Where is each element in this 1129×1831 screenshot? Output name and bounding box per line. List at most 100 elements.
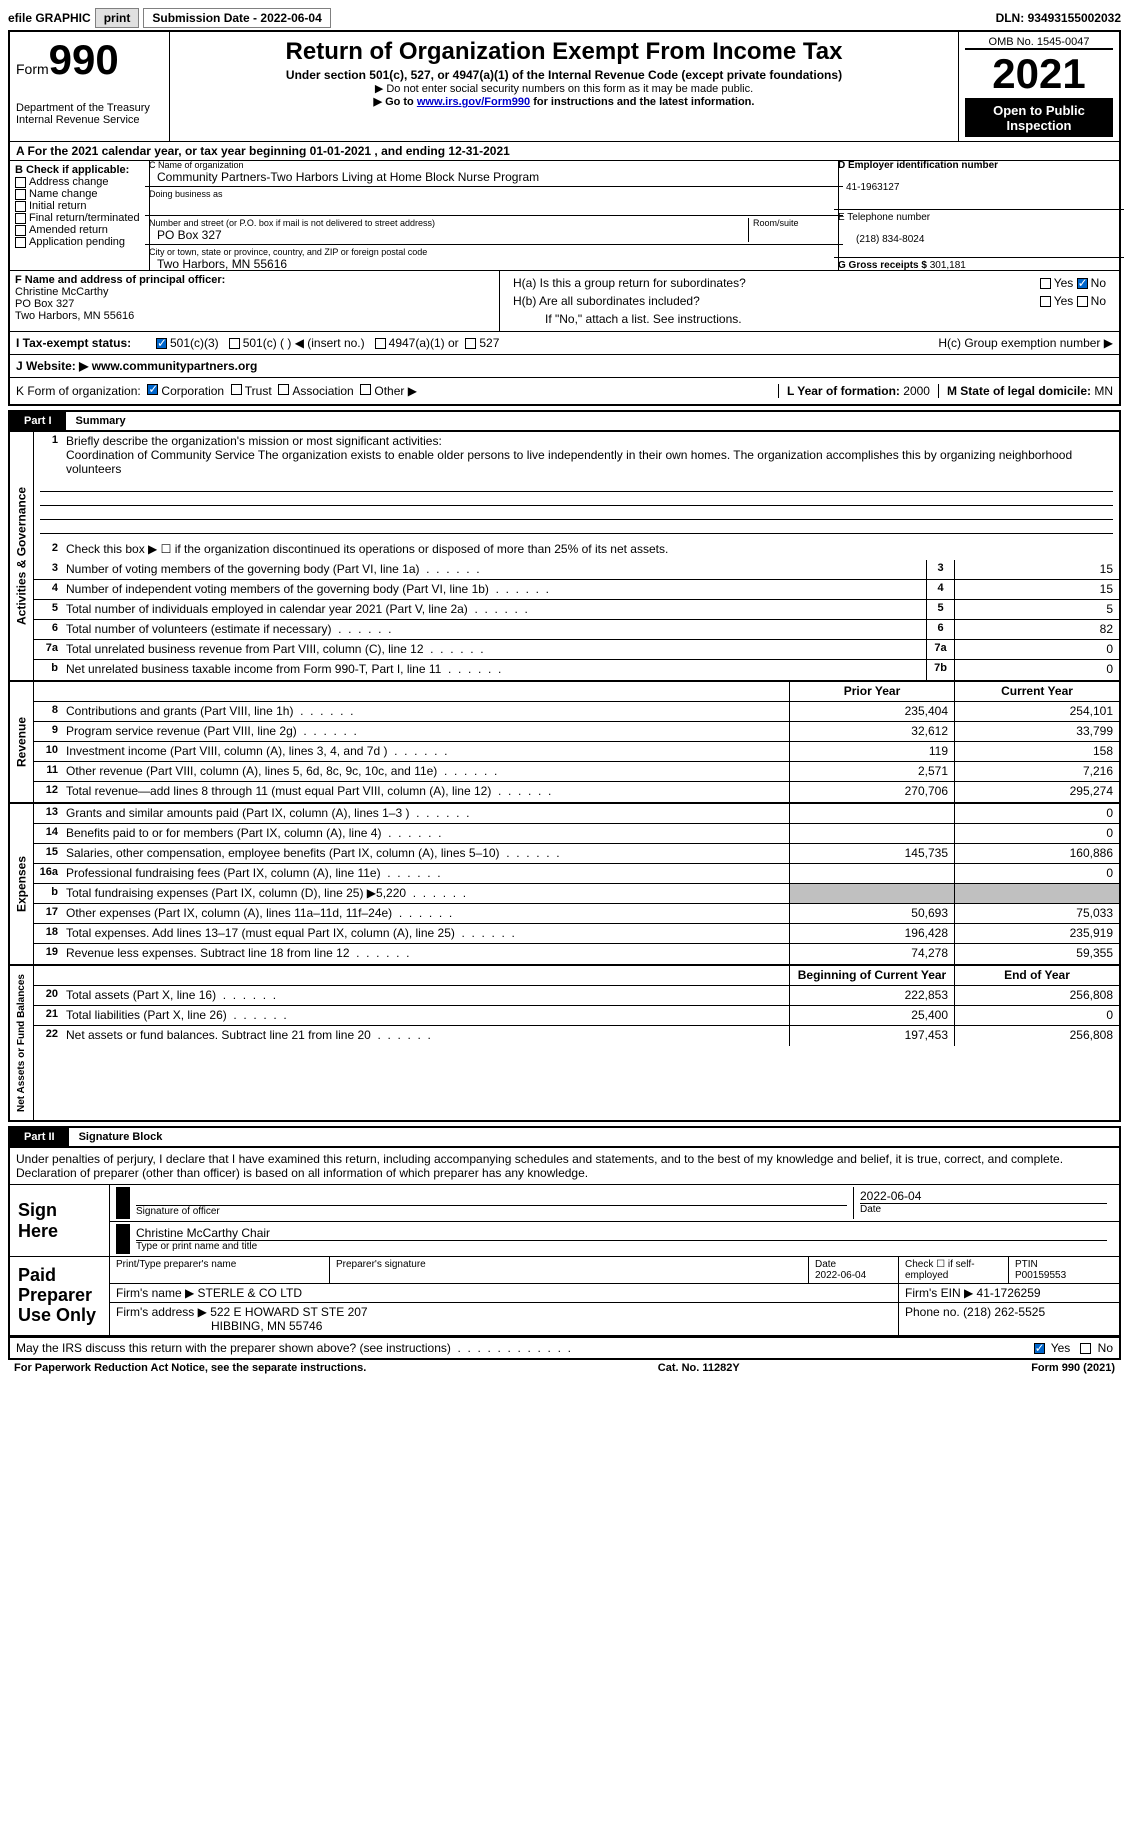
dept-treasury: Department of the Treasury Internal Reve…	[16, 102, 163, 126]
paperwork-notice: For Paperwork Reduction Act Notice, see …	[14, 1362, 366, 1374]
form-title: Return of Organization Exempt From Incom…	[176, 38, 952, 66]
summary-line: 18Total expenses. Add lines 13–17 (must …	[34, 924, 1119, 944]
part1-header: Part I Summary	[8, 410, 1121, 432]
mission-text: Coordination of Community Service The or…	[66, 448, 1072, 476]
k-label: K Form of organization:	[16, 384, 141, 398]
city-label: City or town, state or province, country…	[149, 247, 839, 257]
part2-num: Part II	[10, 1128, 69, 1146]
phone-value: (218) 834-8024	[838, 234, 924, 245]
vert-netassets: Net Assets or Fund Balances	[10, 966, 34, 1120]
summary-line: 14Benefits paid to or for members (Part …	[34, 824, 1119, 844]
firm-address: 522 E HOWARD ST STE 207	[210, 1305, 367, 1319]
chk-association[interactable]	[278, 384, 289, 395]
summary-line: 19Revenue less expenses. Subtract line 1…	[34, 944, 1119, 964]
dln: DLN: 93493155002032	[996, 11, 1121, 25]
col-prior: Prior Year	[789, 682, 954, 701]
chk-hb-no[interactable]	[1077, 296, 1088, 307]
ha-label: H(a) Is this a group return for subordin…	[513, 276, 746, 290]
street-address: PO Box 327	[149, 228, 744, 242]
vert-revenue: Revenue	[10, 682, 34, 802]
summary-line: 16aProfessional fundraising fees (Part I…	[34, 864, 1119, 884]
chk-address-change[interactable]	[15, 177, 26, 188]
perjury-declaration: Under penalties of perjury, I declare th…	[10, 1148, 1119, 1185]
firm-ein: 41-1726259	[977, 1286, 1041, 1300]
part2-header: Part II Signature Block	[8, 1126, 1121, 1148]
summary-line: 11Other revenue (Part VIII, column (A), …	[34, 762, 1119, 782]
toolbar: efile GRAPHIC print Submission Date - 20…	[8, 8, 1121, 28]
catalog-number: Cat. No. 11282Y	[658, 1362, 740, 1374]
tax-year: 2021	[965, 49, 1113, 99]
part2-title: Signature Block	[69, 1128, 1119, 1146]
summary-line: 13Grants and similar amounts paid (Part …	[34, 804, 1119, 824]
officer-name-title: Christine McCarthy Chair	[136, 1226, 1107, 1240]
col-current: Current Year	[954, 682, 1119, 701]
line2-text: Check this box ▶ ☐ if the organization d…	[62, 540, 1119, 560]
org-name: Community Partners-Two Harbors Living at…	[149, 170, 839, 184]
form-word: Form	[16, 61, 49, 77]
form-number: 990	[49, 36, 119, 83]
firm-city: HIBBING, MN 55746	[116, 1319, 322, 1333]
chk-ha-no[interactable]	[1077, 278, 1088, 289]
summary-line: 17Other expenses (Part IX, column (A), l…	[34, 904, 1119, 924]
chk-app-pending[interactable]	[15, 237, 26, 248]
chk-name-change[interactable]	[15, 189, 26, 200]
vert-activities: Activities & Governance	[10, 432, 34, 680]
chk-4947[interactable]	[375, 338, 386, 349]
chk-ha-yes[interactable]	[1040, 278, 1051, 289]
dba-label: Doing business as	[149, 189, 839, 199]
website-url: www.communitypartners.org	[92, 359, 258, 373]
row-k-org-form: K Form of organization: Corporation Trus…	[8, 377, 1121, 406]
summary-line: 22Net assets or fund balances. Subtract …	[34, 1026, 1119, 1046]
summary-line: 5Total number of individuals employed in…	[34, 600, 1119, 620]
row-i-tax-status: I Tax-exempt status: 501(c)(3) 501(c) ( …	[8, 331, 1121, 354]
sig-date: 2022-06-04	[860, 1189, 1107, 1203]
chk-hb-yes[interactable]	[1040, 296, 1051, 307]
firm-name: STERLE & CO LTD	[198, 1286, 302, 1300]
row-j-website: J Website: ▶ www.communitypartners.org	[8, 354, 1121, 377]
summary-line: 21Total liabilities (Part X, line 26)25,…	[34, 1006, 1119, 1026]
chk-amended[interactable]	[15, 225, 26, 236]
chk-final-return[interactable]	[15, 213, 26, 224]
chk-501c3[interactable]	[156, 338, 167, 349]
arrow-icon	[116, 1224, 130, 1254]
sign-here-label: Sign Here	[10, 1185, 110, 1256]
print-button[interactable]: print	[95, 8, 140, 28]
section-b-through-g: B Check if applicable: Address change Na…	[8, 160, 1121, 270]
chk-corporation[interactable]	[147, 384, 158, 395]
summary-line: bTotal fundraising expenses (Part IX, co…	[34, 884, 1119, 904]
hb-label: H(b) Are all subordinates included?	[513, 294, 700, 308]
hc-label: H(c) Group exemption number ▶	[938, 336, 1113, 350]
form-header: Form990 Department of the Treasury Inter…	[8, 30, 1121, 141]
part1-title: Summary	[66, 412, 1119, 430]
summary-line: 4Number of independent voting members of…	[34, 580, 1119, 600]
chk-discuss-yes[interactable]	[1034, 1343, 1045, 1354]
open-to-public: Open to Public Inspection	[965, 99, 1113, 137]
chk-527[interactable]	[465, 338, 476, 349]
part1-body: Activities & Governance 1 Briefly descri…	[8, 432, 1121, 1122]
col-end: End of Year	[954, 966, 1119, 985]
officer-name: Christine McCarthy	[15, 286, 109, 298]
city-state-zip: Two Harbors, MN 55616	[149, 257, 839, 271]
chk-trust[interactable]	[231, 384, 242, 395]
summary-line: 9Program service revenue (Part VIII, lin…	[34, 722, 1119, 742]
part2-body: Under penalties of perjury, I declare th…	[8, 1148, 1121, 1337]
summary-line: 10Investment income (Part VIII, column (…	[34, 742, 1119, 762]
section-f-h: F Name and address of principal officer:…	[8, 270, 1121, 331]
ein-value: 41-1963127	[838, 182, 899, 193]
discuss-label: May the IRS discuss this return with the…	[16, 1341, 451, 1355]
chk-other[interactable]	[360, 384, 371, 395]
chk-discuss-no[interactable]	[1080, 1343, 1091, 1354]
room-label: Room/suite	[753, 218, 839, 228]
irs-link[interactable]: www.irs.gov/Form990	[417, 96, 530, 108]
chk-initial-return[interactable]	[15, 201, 26, 212]
form-id-footer: Form 990 (2021)	[1031, 1362, 1115, 1374]
g-label: G Gross receipts $	[838, 260, 930, 271]
discuss-row: May the IRS discuss this return with the…	[8, 1337, 1121, 1360]
form-subtitle: Under section 501(c), 527, or 4947(a)(1)…	[176, 68, 952, 82]
b-label: B Check if applicable:	[15, 164, 129, 176]
name-title-label: Type or print name and title	[136, 1240, 1107, 1252]
self-employed-check: Check ☐ if self-employed	[899, 1257, 1009, 1283]
state-domicile: MN	[1094, 384, 1113, 398]
chk-501c[interactable]	[229, 338, 240, 349]
page-footer: For Paperwork Reduction Act Notice, see …	[8, 1360, 1121, 1376]
